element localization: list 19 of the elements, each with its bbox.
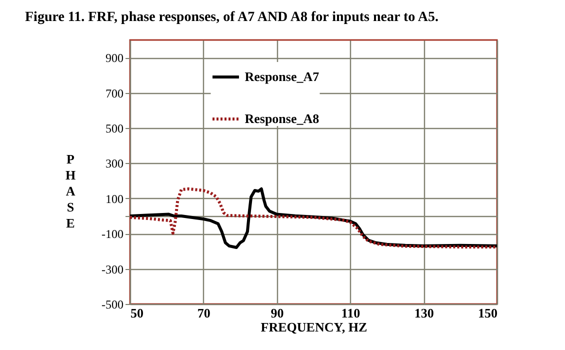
x-tick-label: 70	[197, 306, 210, 320]
y-tick-label: 300	[106, 156, 124, 171]
chart-title: Figure 11. FRF, phase responses, of A7 AND A8 for inputs near to A5.	[25, 10, 438, 25]
x-tick-label: 150	[478, 306, 498, 320]
x-tick-label: 50	[130, 306, 144, 320]
x-tick-label: 110	[341, 306, 360, 320]
y-tick-label: -500	[102, 298, 124, 312]
y-axis-title: PHASE	[65, 151, 76, 230]
legend-label: Response_A8	[244, 111, 320, 126]
x-axis-title: FREQUENCY, HZ	[260, 320, 368, 334]
y-tick-label: -300	[102, 262, 124, 276]
y-tick-label: 500	[106, 122, 124, 136]
x-tick-label: 90	[270, 306, 284, 320]
y-tick-label: 100	[106, 192, 124, 206]
y-tick-label: 700	[106, 86, 124, 100]
y-tick-label: 900	[106, 51, 124, 66]
y-tick-label: -100	[102, 227, 124, 242]
legend-label: Response_A7	[244, 69, 320, 84]
x-tick-label: 130	[414, 306, 434, 320]
